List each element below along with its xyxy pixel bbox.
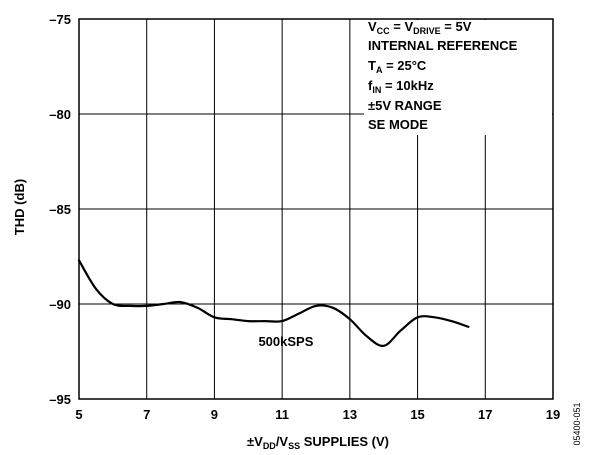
x-tick-label: 15 xyxy=(410,407,424,422)
y-tick-label: –95 xyxy=(49,392,71,407)
x-tick-label: 5 xyxy=(75,407,82,422)
x-tick-label: 19 xyxy=(546,407,560,422)
x-tick-label: 13 xyxy=(343,407,357,422)
annotation-line-5: ±5V RANGE xyxy=(368,98,442,113)
annotation-line-2: INTERNAL REFERENCE xyxy=(368,38,518,53)
y-tick-label: –85 xyxy=(49,202,71,217)
y-tick-label: –75 xyxy=(49,12,71,27)
y-tick-label: –80 xyxy=(49,107,71,122)
x-tick-label: 9 xyxy=(211,407,218,422)
annotation-line-4: fIN = 10kHz xyxy=(368,78,434,95)
x-tick-label: 7 xyxy=(143,407,150,422)
annotation-line-1: VCC = VDRIVE = 5V xyxy=(368,19,472,36)
y-tick-labels: –75 –80 –85 –90 –95 xyxy=(49,12,71,407)
annotation-line-6: SE MODE xyxy=(368,117,428,132)
x-axis-label: ±VDD/VSS SUPPLIES (V) xyxy=(247,434,389,451)
annotation-line-3: TA = 25°C xyxy=(368,58,427,75)
y-axis-label: THD (dB) xyxy=(12,179,27,235)
x-tick-label: 11 xyxy=(275,407,289,422)
series-label: 500kSPS xyxy=(258,334,313,349)
annotation-block: VCC = VDRIVE = 5V INTERNAL REFERENCE TA … xyxy=(368,19,518,132)
annotation-background xyxy=(364,20,552,135)
x-tick-labels: 5 7 9 11 13 15 17 19 xyxy=(75,407,560,422)
plot-frame xyxy=(78,18,554,400)
figure-id: 05400-051 xyxy=(572,402,582,445)
y-tick-label: –90 xyxy=(49,297,71,312)
x-tick-label: 17 xyxy=(478,407,492,422)
series-line-500ksps xyxy=(77,259,470,347)
